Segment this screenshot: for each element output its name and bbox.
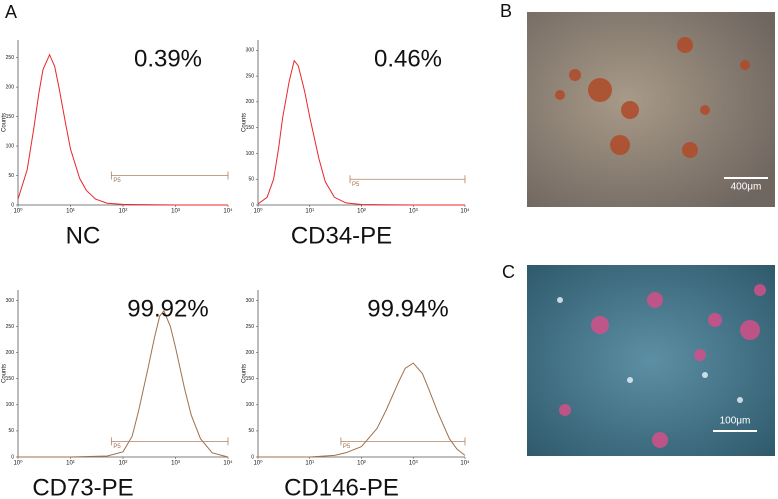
y-axis-label: Counts: [242, 113, 248, 132]
x-tick-label: 10³: [171, 461, 180, 467]
stain-spots: [555, 37, 750, 158]
gate-label: P5: [113, 178, 121, 184]
y-axis-label: Counts: [242, 364, 248, 383]
y-tick-label: 200: [246, 350, 255, 356]
histogram-panel: 0 50 100 150 200 250 300 10⁰ 10¹ 10² 10³ 10⁴ Counts P…: [242, 40, 470, 249]
x-tick-label: 10²: [119, 461, 128, 467]
scale-label: 400μm: [731, 182, 762, 193]
gate-label: P5: [113, 444, 121, 450]
image-b: 400μm: [527, 12, 775, 207]
caption: CD34-PE: [291, 222, 392, 249]
histogram-line: [18, 309, 229, 458]
y-tick-label: 0: [251, 202, 254, 208]
x-tick-label: 10²: [357, 461, 366, 467]
x-tick-label: 10¹: [66, 209, 75, 215]
y-tick-label: 0: [11, 454, 14, 460]
x-tick-label: 10³: [171, 209, 180, 215]
y-tick-label: 0: [251, 454, 254, 460]
y-tick-label: 200: [6, 84, 15, 90]
x-tick-label: 10¹: [305, 209, 314, 215]
panel-label: B: [500, 1, 512, 21]
caption: NC: [66, 222, 101, 249]
y-axis-label: Counts: [2, 113, 8, 132]
y-tick-label: 200: [246, 99, 255, 105]
y-axis-label: Counts: [2, 364, 8, 383]
y-tick-label: 150: [6, 376, 15, 382]
histogram-line: [258, 362, 466, 458]
annotation: 0.46%: [374, 45, 442, 72]
y-tick-label: 200: [6, 350, 15, 356]
y-tick-label: 150: [6, 114, 15, 120]
y-tick-label: 100: [246, 402, 255, 408]
y-tick-label: 50: [248, 428, 254, 434]
y-tick-label: 150: [246, 376, 255, 382]
y-tick-label: 100: [6, 402, 15, 408]
y-tick-label: 150: [246, 125, 255, 131]
x-tick-label: 10⁴: [460, 460, 470, 467]
y-tick-label: 300: [246, 48, 255, 54]
scale-label: 100μm: [720, 416, 751, 427]
y-tick-label: 250: [6, 324, 15, 330]
x-tick-label: 10²: [119, 209, 128, 215]
stain-spots: [559, 284, 766, 448]
x-tick-label: 10³: [409, 461, 418, 467]
x-tick-label: 10⁴: [223, 208, 233, 215]
x-tick-label: 10¹: [66, 461, 75, 467]
y-tick-label: 50: [8, 428, 14, 434]
y-tick-label: 300: [6, 298, 15, 304]
y-tick-label: 100: [246, 151, 255, 157]
panel-label: A: [5, 2, 17, 22]
x-tick-label: 10⁰: [13, 460, 23, 467]
histogram-line: [257, 59, 465, 206]
x-tick-label: 10⁰: [253, 208, 263, 215]
y-tick-label: 100: [6, 143, 15, 149]
image-c: 100μm: [527, 265, 775, 456]
x-tick-label: 10⁰: [253, 460, 263, 467]
annotation: 0.39%: [134, 45, 202, 72]
gate-label: P5: [343, 444, 351, 450]
caption: CD146-PE: [284, 474, 399, 499]
annotation: 99.92%: [127, 295, 208, 322]
histogram-panel: 0 50 100 150 200 250 300 10⁰ 10¹ 10² 10³ 10⁴ Counts P…: [242, 290, 470, 499]
y-tick-label: 0: [11, 202, 14, 208]
annotation: 99.94%: [367, 295, 448, 322]
y-tick-label: 250: [246, 73, 255, 79]
x-tick-label: 10⁰: [13, 208, 23, 215]
y-tick-label: 50: [248, 177, 254, 183]
y-tick-label: 250: [246, 324, 255, 330]
y-tick-label: 50: [8, 173, 14, 179]
y-tick-label: 300: [246, 298, 255, 304]
micrograph: [527, 12, 775, 207]
panel-label: C: [502, 262, 515, 282]
caption: CD73-PE: [32, 474, 133, 499]
histogram-panel: 0 50 100 150 200 250 300 10⁰ 10¹ 10² 10³ 10⁴ Counts P…: [2, 290, 233, 499]
x-tick-label: 10⁴: [223, 460, 233, 467]
x-tick-label: 10²: [357, 209, 366, 215]
histogram-line: [17, 53, 228, 206]
x-tick-label: 10³: [409, 209, 418, 215]
y-tick-label: 250: [6, 55, 15, 61]
x-tick-label: 10⁴: [460, 208, 470, 215]
histogram-panel: 0 50 100 150 200 250 10⁰ 10¹ 10² 10³ 10⁴ Counts P5 0.…: [2, 40, 233, 249]
x-tick-label: 10¹: [305, 461, 314, 467]
gate-label: P5: [352, 182, 360, 188]
